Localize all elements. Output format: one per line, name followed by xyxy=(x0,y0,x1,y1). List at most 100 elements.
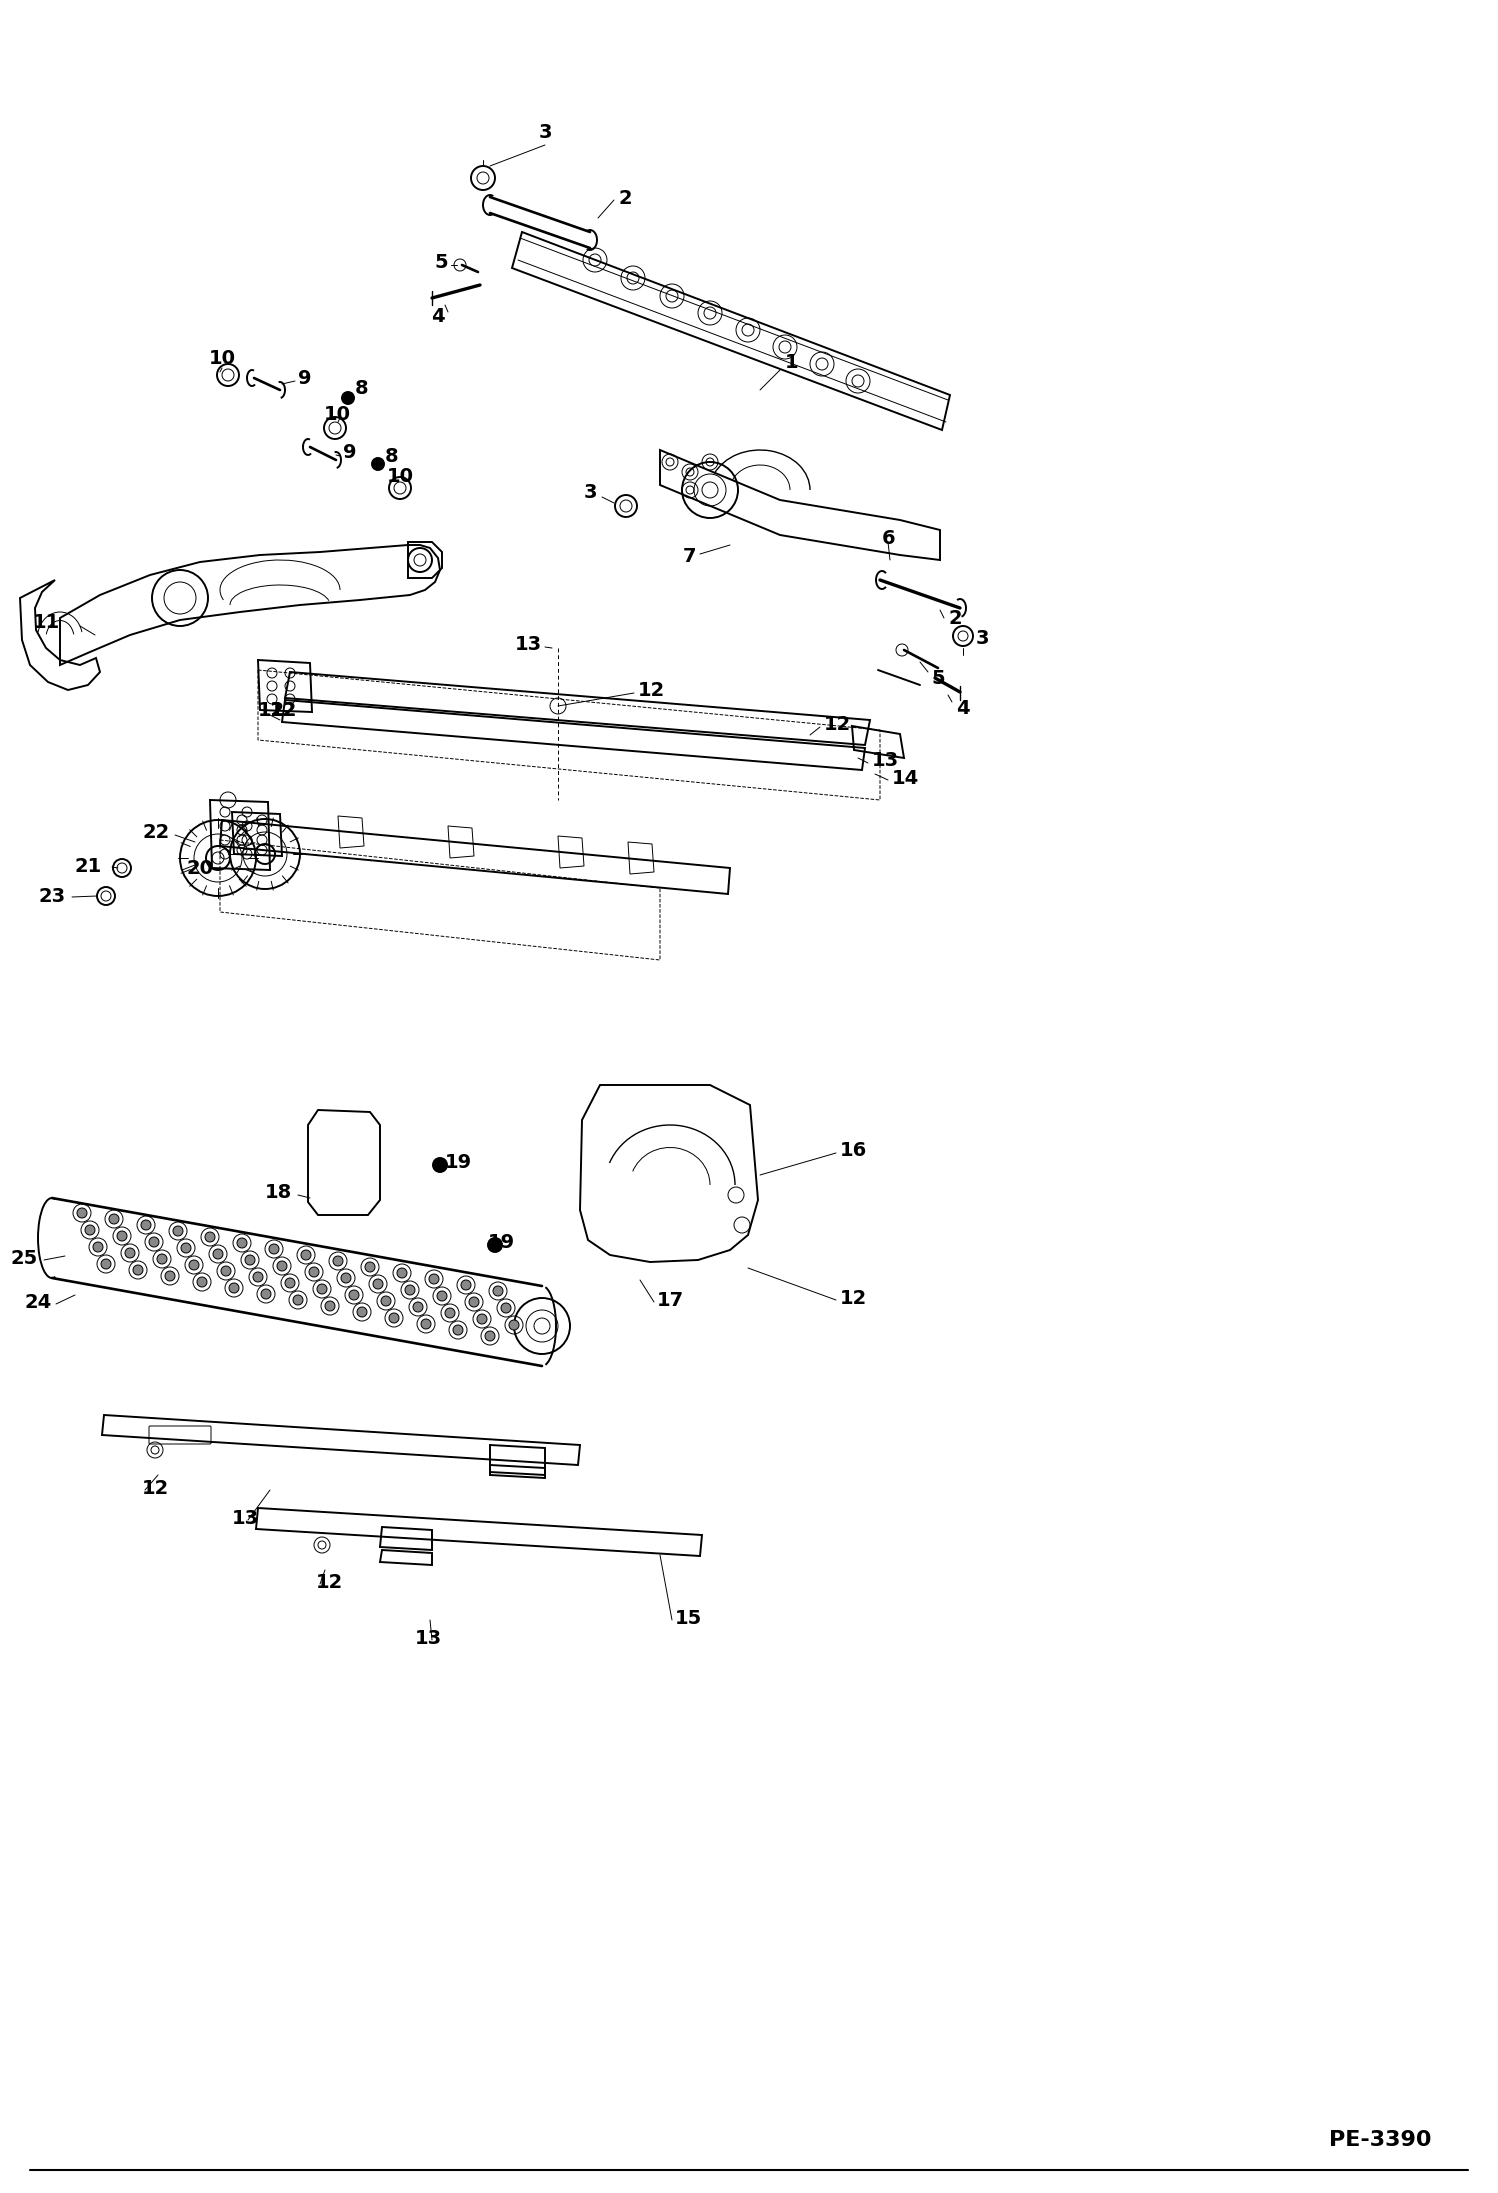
Text: 12: 12 xyxy=(840,1289,867,1307)
Text: 12: 12 xyxy=(258,700,285,719)
Circle shape xyxy=(333,1257,343,1265)
Circle shape xyxy=(325,1300,336,1311)
Circle shape xyxy=(389,1314,398,1322)
Circle shape xyxy=(100,1259,111,1270)
Circle shape xyxy=(76,1208,87,1217)
Circle shape xyxy=(181,1243,192,1252)
Text: 25: 25 xyxy=(10,1248,37,1268)
Circle shape xyxy=(189,1261,199,1270)
Text: 4: 4 xyxy=(431,307,445,327)
Text: 14: 14 xyxy=(891,768,920,787)
Circle shape xyxy=(109,1215,118,1224)
Text: 18: 18 xyxy=(265,1182,292,1202)
Circle shape xyxy=(413,1303,422,1311)
Circle shape xyxy=(404,1285,415,1296)
Text: 12: 12 xyxy=(270,700,297,719)
Text: 9: 9 xyxy=(298,368,312,388)
Circle shape xyxy=(342,1272,351,1283)
Circle shape xyxy=(485,1331,494,1340)
Text: 6: 6 xyxy=(882,529,896,548)
Text: 24: 24 xyxy=(25,1292,52,1311)
Text: 12: 12 xyxy=(270,700,297,719)
Circle shape xyxy=(141,1219,151,1230)
Text: 3: 3 xyxy=(977,629,990,647)
Circle shape xyxy=(493,1285,503,1296)
Circle shape xyxy=(397,1268,407,1279)
Circle shape xyxy=(301,1250,312,1261)
Circle shape xyxy=(270,1243,279,1254)
Text: 10: 10 xyxy=(324,404,351,423)
Text: 3: 3 xyxy=(538,123,551,143)
Circle shape xyxy=(428,1274,439,1283)
Text: 12: 12 xyxy=(316,1572,343,1592)
Circle shape xyxy=(148,1237,159,1248)
Text: 19: 19 xyxy=(445,1154,472,1171)
Circle shape xyxy=(93,1241,103,1252)
Text: 2: 2 xyxy=(619,189,632,208)
Circle shape xyxy=(237,1239,247,1248)
Text: 9: 9 xyxy=(343,443,357,463)
Circle shape xyxy=(357,1307,367,1318)
Text: 22: 22 xyxy=(142,825,169,842)
Circle shape xyxy=(229,1283,240,1294)
Text: 15: 15 xyxy=(676,1607,703,1627)
Text: 8: 8 xyxy=(385,447,398,467)
Text: PE-3390: PE-3390 xyxy=(1329,2129,1431,2149)
Circle shape xyxy=(261,1289,271,1298)
Text: 16: 16 xyxy=(840,1140,867,1160)
Text: 8: 8 xyxy=(355,379,369,397)
Circle shape xyxy=(294,1296,303,1305)
Text: 17: 17 xyxy=(658,1289,685,1309)
Circle shape xyxy=(165,1272,175,1281)
Circle shape xyxy=(445,1307,455,1318)
Text: 10: 10 xyxy=(208,349,235,368)
Circle shape xyxy=(246,1254,255,1265)
Text: 12: 12 xyxy=(824,715,851,732)
Circle shape xyxy=(509,1320,518,1329)
Circle shape xyxy=(277,1261,288,1272)
Text: 12: 12 xyxy=(638,680,665,700)
Circle shape xyxy=(213,1250,223,1259)
Text: 23: 23 xyxy=(39,886,66,906)
Circle shape xyxy=(380,1296,391,1307)
Text: 5: 5 xyxy=(930,669,945,686)
Text: 13: 13 xyxy=(872,750,899,770)
Circle shape xyxy=(222,1265,231,1276)
Circle shape xyxy=(85,1226,94,1235)
Circle shape xyxy=(366,1261,374,1272)
Circle shape xyxy=(309,1268,319,1276)
Circle shape xyxy=(452,1325,463,1336)
Text: 3: 3 xyxy=(584,482,598,502)
Text: 20: 20 xyxy=(186,857,213,877)
Circle shape xyxy=(198,1276,207,1287)
Circle shape xyxy=(253,1272,264,1283)
Text: 13: 13 xyxy=(231,1509,259,1529)
Text: 13: 13 xyxy=(415,1629,442,1647)
Circle shape xyxy=(372,458,383,469)
Circle shape xyxy=(342,393,354,404)
Circle shape xyxy=(349,1289,360,1300)
Text: 7: 7 xyxy=(683,548,697,566)
Circle shape xyxy=(437,1292,446,1300)
Circle shape xyxy=(133,1265,142,1274)
Text: 4: 4 xyxy=(956,700,969,717)
Text: 1: 1 xyxy=(785,353,798,371)
Circle shape xyxy=(285,1279,295,1287)
Circle shape xyxy=(117,1230,127,1241)
Text: 11: 11 xyxy=(33,614,60,632)
Circle shape xyxy=(469,1296,479,1307)
Circle shape xyxy=(461,1281,470,1289)
Circle shape xyxy=(488,1239,502,1252)
Circle shape xyxy=(476,1314,487,1325)
Text: 10: 10 xyxy=(386,467,413,487)
Text: 13: 13 xyxy=(515,634,542,654)
Circle shape xyxy=(124,1248,135,1259)
Circle shape xyxy=(433,1158,446,1171)
Circle shape xyxy=(421,1318,431,1329)
Circle shape xyxy=(172,1226,183,1237)
Circle shape xyxy=(157,1254,166,1263)
Text: 5: 5 xyxy=(434,254,448,272)
Text: 21: 21 xyxy=(75,857,102,875)
Circle shape xyxy=(500,1303,511,1314)
Text: 19: 19 xyxy=(488,1232,515,1252)
